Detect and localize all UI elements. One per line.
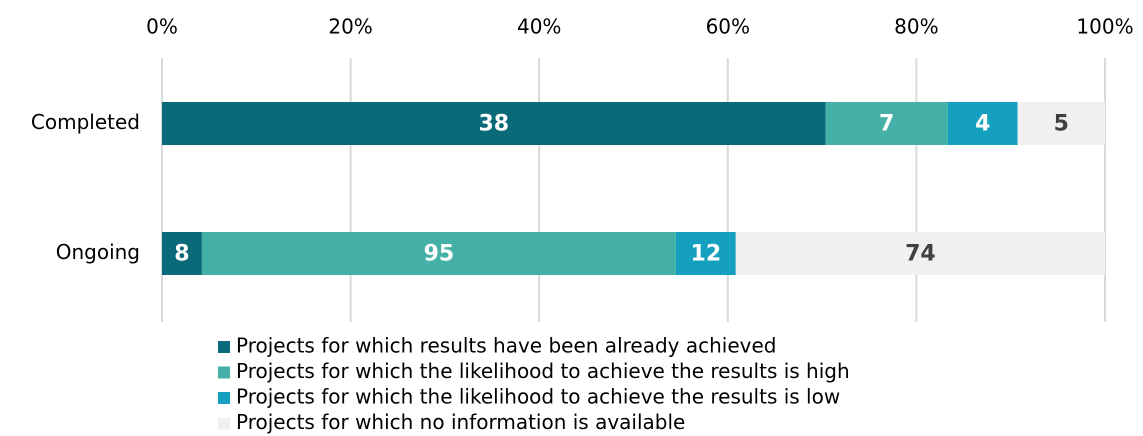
bar-segment bbox=[162, 232, 202, 275]
data-label: 5 bbox=[1054, 112, 1069, 137]
data-label: 12 bbox=[691, 242, 722, 267]
legend-swatch bbox=[218, 341, 230, 353]
bar-segment bbox=[1017, 102, 1105, 145]
legend-swatch bbox=[218, 366, 230, 379]
legend-label: Projects for which the likelihood to ach… bbox=[236, 359, 850, 383]
data-label: 95 bbox=[424, 242, 455, 267]
bar-segment bbox=[201, 232, 676, 275]
x-tick-label: 60% bbox=[706, 15, 750, 39]
legend-swatch bbox=[218, 392, 230, 404]
bar-segment bbox=[735, 232, 1105, 275]
category-label: Completed bbox=[31, 110, 140, 134]
bar-segment bbox=[162, 102, 826, 145]
x-tick-label: 0% bbox=[146, 15, 178, 39]
data-label: 74 bbox=[905, 242, 936, 267]
x-tick-label: 40% bbox=[517, 15, 561, 39]
x-tick-label: 20% bbox=[328, 15, 372, 39]
data-label: 4 bbox=[975, 112, 990, 137]
legend-label: Projects for which no information is ava… bbox=[236, 410, 685, 434]
legend-label: Projects for which the likelihood to ach… bbox=[236, 385, 840, 409]
bar-segment bbox=[947, 102, 1018, 145]
data-label: 38 bbox=[478, 112, 509, 137]
legend-label: Projects for which results have been alr… bbox=[236, 334, 776, 358]
bar-segment bbox=[825, 102, 948, 145]
category-label: Ongoing bbox=[56, 240, 140, 264]
legend-swatch bbox=[218, 417, 230, 430]
x-tick-label: 100% bbox=[1076, 15, 1133, 39]
bar-segment bbox=[675, 232, 736, 275]
data-label: 7 bbox=[879, 112, 894, 137]
x-tick-label: 80% bbox=[894, 15, 938, 39]
data-label: 8 bbox=[174, 242, 189, 267]
